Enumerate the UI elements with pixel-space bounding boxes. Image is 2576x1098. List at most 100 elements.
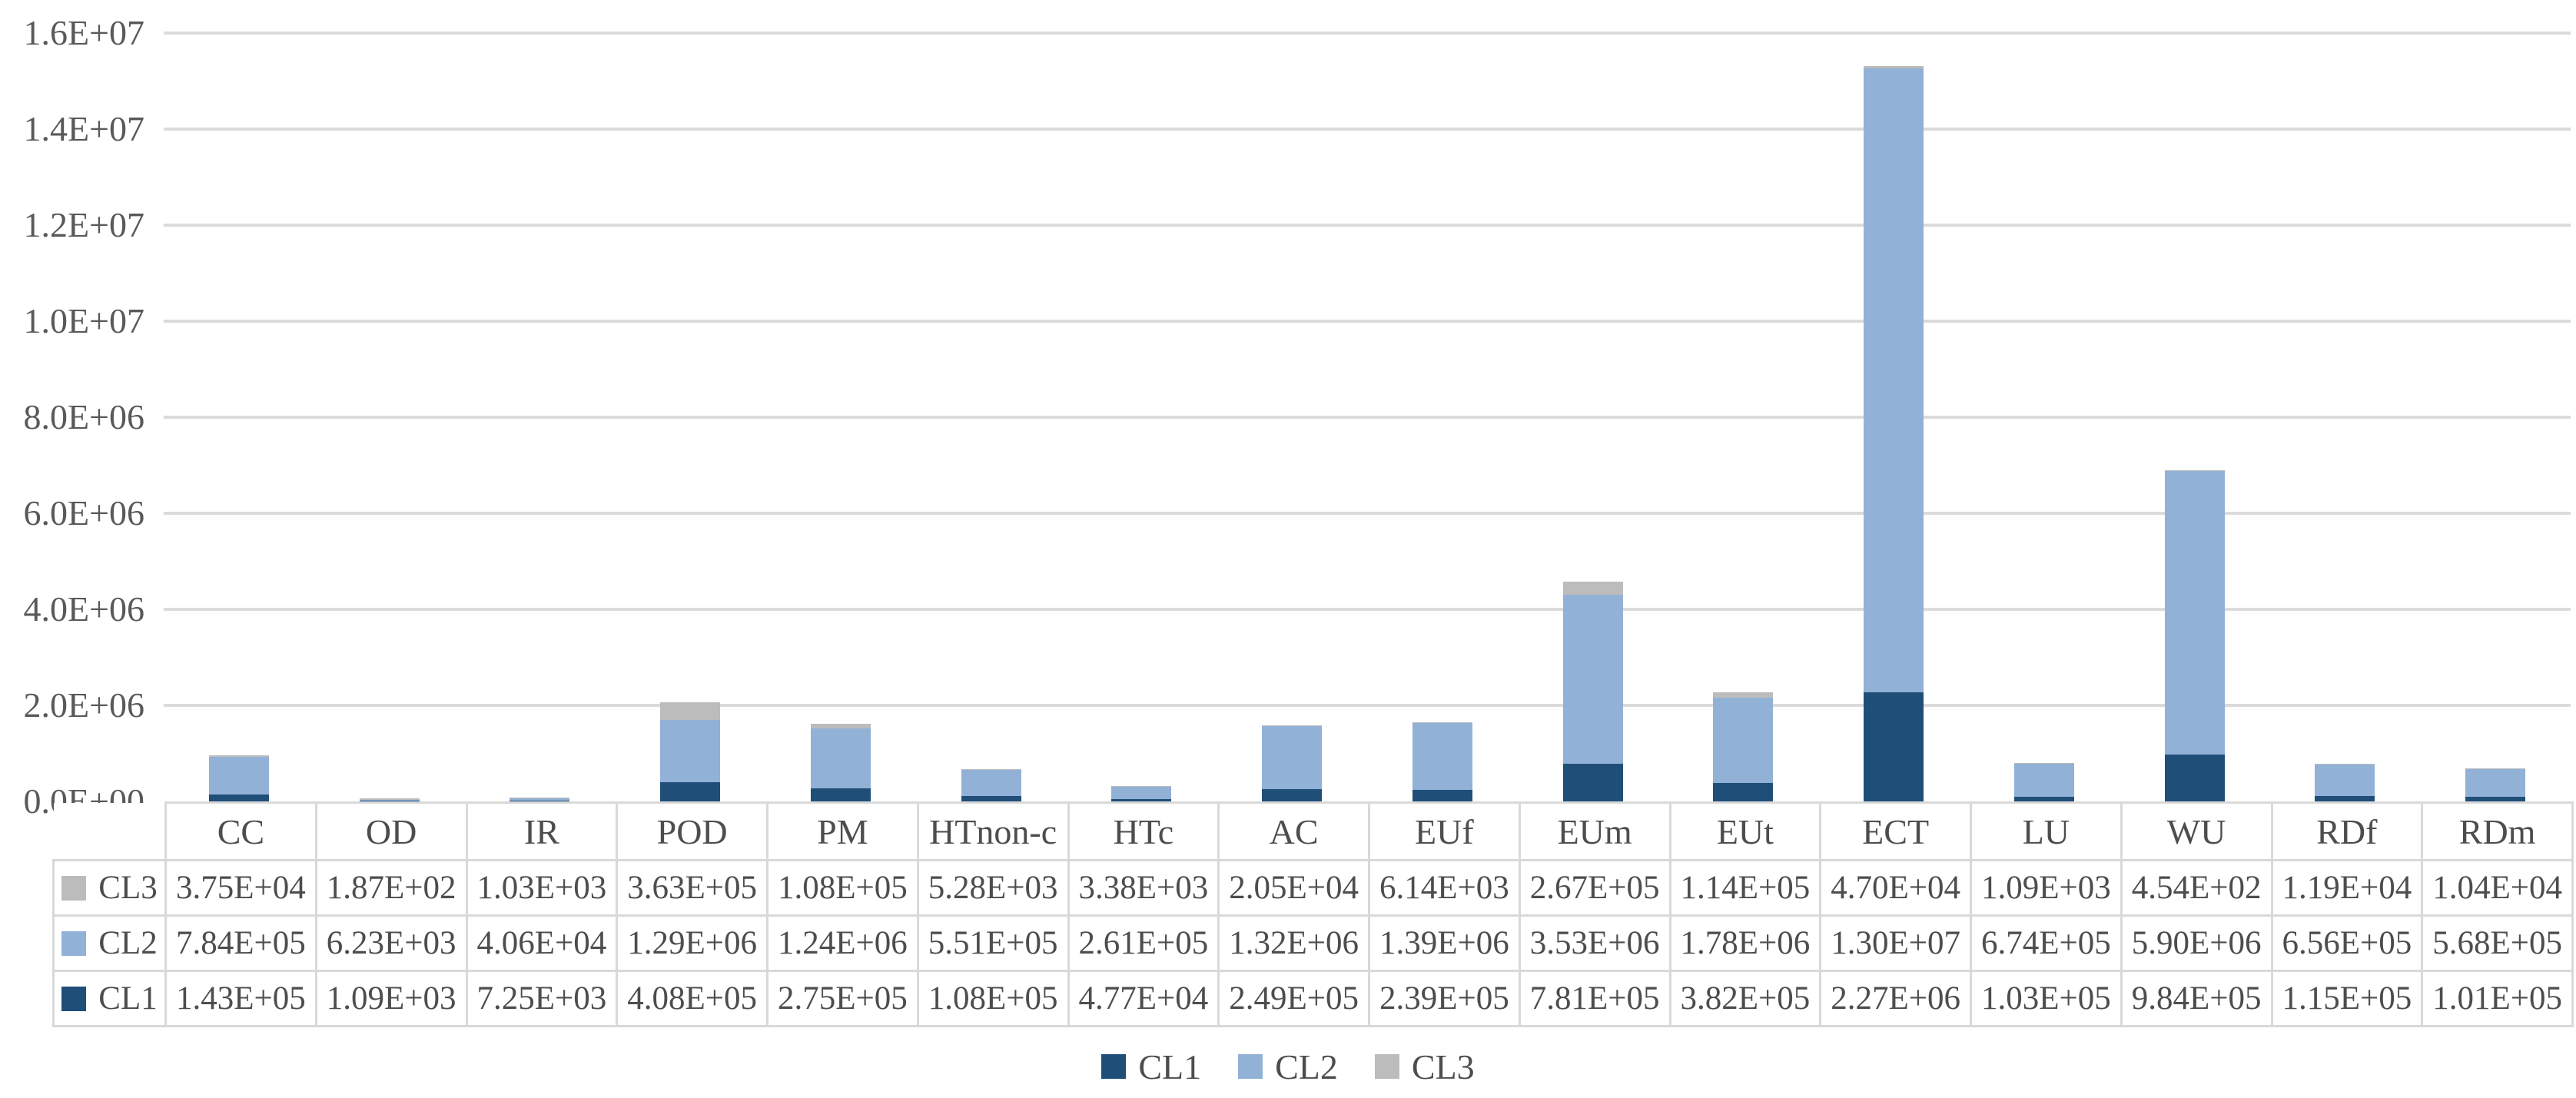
bar-segment-CL1-HTnon-c: [961, 796, 1021, 801]
value-cell-CL1-PM: 2.75E+05: [766, 970, 919, 1027]
value-cell-CL2-HTnon-c: 5.51E+05: [916, 914, 1070, 972]
value-cell-CL2-OD: 6.23E+03: [314, 914, 468, 972]
value-cell-CL3-EUt: 1.14E+05: [1668, 859, 1822, 917]
bar-segment-CL3-AC: [1262, 725, 1323, 726]
series-row-header-CL3: CL3: [52, 859, 167, 917]
bar-segment-CL2-RDm: [2465, 769, 2526, 797]
gridline: [164, 128, 2571, 131]
chart-legend: CL1 CL2 CL3: [0, 1042, 2576, 1091]
value-cell-CL2-RDm: 5.68E+05: [2421, 914, 2574, 972]
value-cell-CL1-AC: 2.49E+05: [1217, 970, 1370, 1027]
value-cell-CL3-AC: 2.05E+04: [1217, 859, 1370, 917]
table-row-CL1: CL1 1.43E+05 1.09E+03 7.25E+03 4.08E+05 2.75E…: [52, 970, 2574, 1027]
legend-item-cl3: CL3: [1374, 1047, 1475, 1087]
gridline: [164, 224, 2571, 227]
category-header-EUf: EUf: [1368, 801, 1521, 861]
value-cell-CL1-RDm: 1.01E+05: [2421, 970, 2574, 1027]
bar-segment-CL3-RDf: [2315, 763, 2375, 765]
bar-segment-CL2-CC: [208, 757, 269, 795]
value-cell-CL3-WU: 4.54E+02: [2120, 859, 2273, 917]
category-header-ECT: ECT: [1819, 801, 1972, 861]
value-cell-CL3-RDf: 1.19E+04: [2270, 859, 2424, 917]
value-cell-CL2-AC: 1.32E+06: [1217, 914, 1370, 972]
value-cell-CL3-HTc: 3.38E+03: [1067, 859, 1220, 917]
category-header-HTc: HTc: [1067, 801, 1220, 861]
series-name-CL2: CL2: [98, 925, 158, 961]
bar-segment-CL3-CC: [208, 755, 269, 758]
gridline: [164, 416, 2571, 419]
bar-segment-CL1-EUm: [1562, 764, 1623, 801]
value-cell-CL1-IR: 7.25E+03: [465, 970, 619, 1027]
value-cell-CL3-IR: 1.03E+03: [465, 859, 619, 917]
series-row-header-CL1: CL1: [52, 970, 167, 1027]
bar-segment-CL2-POD: [660, 719, 721, 782]
bar-segment-CL3-OD: [359, 798, 420, 800]
value-cell-CL3-POD: 3.63E+05: [616, 859, 768, 917]
series-row-header-CL2: CL2: [52, 914, 167, 972]
bar-segment-CL3-LU: [2013, 763, 2074, 765]
bar-segment-CL2-LU: [2013, 764, 2074, 797]
bar-segment-CL2-ECT: [1864, 68, 1924, 693]
category-header-OD: OD: [314, 801, 468, 861]
y-axis-tick-label: 2.0E+06: [23, 685, 144, 725]
value-cell-CL2-CC: 7.84E+05: [164, 914, 317, 972]
bar-segment-CL3-EUt: [1713, 692, 1774, 698]
category-header-RDm: RDm: [2421, 801, 2574, 861]
legend-label-cl3: CL3: [1411, 1047, 1475, 1086]
legend-item-cl1: CL1: [1101, 1047, 1201, 1087]
bar-segment-CL2-WU: [2164, 470, 2225, 755]
cl1-key-icon: [61, 986, 87, 1011]
category-header-LU: LU: [1970, 801, 2123, 861]
value-cell-CL2-POD: 1.29E+06: [616, 914, 768, 972]
y-axis-tick-label: 8.0E+06: [23, 397, 144, 436]
category-header-CC: CC: [164, 801, 317, 861]
cl2-swatch-icon: [1238, 1054, 1263, 1079]
bar-segment-CL2-EUf: [1412, 723, 1472, 791]
bar-segment-CL1-HTc: [1111, 799, 1172, 801]
cl1-swatch-icon: [1101, 1054, 1127, 1079]
value-cell-CL1-CC: 1.43E+05: [164, 970, 317, 1027]
y-axis-tick-label: 1.0E+07: [23, 301, 144, 340]
category-header-EUt: EUt: [1668, 801, 1822, 861]
value-cell-CL2-RDf: 6.56E+05: [2270, 914, 2424, 972]
value-cell-CL2-EUt: 1.78E+06: [1668, 914, 1822, 972]
gridline: [164, 512, 2571, 515]
value-cell-CL1-HTnon-c: 1.08E+05: [916, 970, 1070, 1027]
cl2-key-icon: [61, 930, 87, 956]
bar-segment-CL2-OD: [359, 799, 420, 801]
gridline: [164, 32, 2571, 35]
bar-segment-CL2-EUt: [1713, 697, 1774, 784]
value-cell-CL3-RDm: 1.04E+04: [2421, 859, 2574, 917]
y-axis-tick-label: 4.0E+06: [23, 589, 144, 629]
cl3-swatch-icon: [1374, 1054, 1399, 1079]
category-header-POD: POD: [616, 801, 768, 861]
bar-segment-CL2-EUm: [1562, 594, 1623, 765]
gridline: [164, 704, 2571, 707]
table-row-CL3: CL3 3.75E+04 1.87E+02 1.03E+03 3.63E+05 1.08E…: [52, 859, 2574, 917]
bar-segment-CL3-ECT: [1864, 65, 1924, 68]
bar-segment-CL3-WU: [2164, 469, 2225, 471]
value-cell-CL1-RDf: 1.15E+05: [2270, 970, 2424, 1027]
bar-segment-CL1-EUf: [1412, 790, 1472, 801]
legend-item-cl2: CL2: [1238, 1047, 1338, 1087]
value-cell-CL1-WU: 9.84E+05: [2120, 970, 2273, 1027]
legend-label-cl1: CL1: [1138, 1047, 1202, 1086]
bar-segment-CL3-EUf: [1412, 721, 1472, 724]
value-cell-CL2-WU: 5.90E+06: [2120, 914, 2273, 972]
category-header-RDf: RDf: [2270, 801, 2424, 861]
value-cell-CL1-EUf: 2.39E+05: [1368, 970, 1521, 1027]
cl3-key-icon: [61, 875, 87, 901]
legend-label-cl2: CL2: [1275, 1047, 1338, 1086]
category-header-PM: PM: [766, 801, 919, 861]
bar-segment-CL2-PM: [810, 728, 871, 788]
bar-segment-CL2-IR: [510, 798, 570, 801]
value-cell-CL1-ECT: 2.27E+06: [1819, 970, 1972, 1027]
bar-segment-CL3-HTc: [1111, 785, 1172, 787]
value-cell-CL3-CC: 3.75E+04: [164, 859, 317, 917]
value-cell-CL2-LU: 6.74E+05: [1970, 914, 2123, 972]
bar-segment-CL3-RDm: [2465, 768, 2526, 770]
category-header-EUm: EUm: [1518, 801, 1671, 861]
bar-segment-CL3-HTnon-c: [961, 768, 1021, 770]
value-cell-CL3-EUf: 6.14E+03: [1368, 859, 1521, 917]
